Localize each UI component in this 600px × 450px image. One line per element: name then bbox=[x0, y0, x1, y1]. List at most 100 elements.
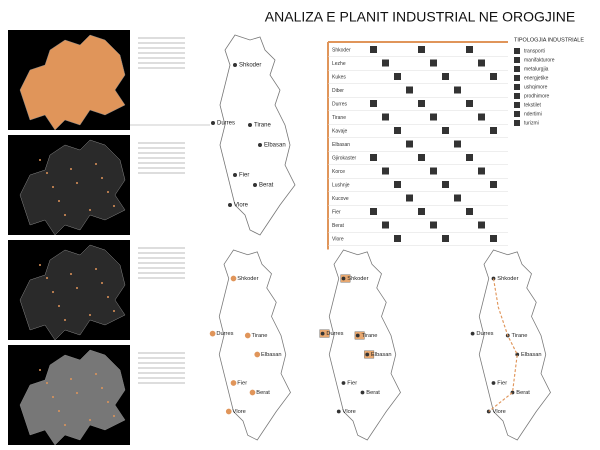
industry-icon bbox=[370, 46, 377, 53]
city-dot bbox=[320, 331, 325, 336]
site-dot bbox=[39, 369, 41, 371]
site-dot bbox=[89, 314, 91, 316]
legend-icon bbox=[514, 102, 520, 108]
site-dot bbox=[46, 172, 48, 174]
city-dot bbox=[491, 276, 496, 281]
row-label: Kucove bbox=[332, 196, 349, 202]
industry-icon bbox=[478, 113, 485, 121]
europe-shape bbox=[19, 34, 126, 131]
legend-label: transporti bbox=[524, 48, 545, 54]
site-dot bbox=[95, 163, 97, 165]
site-dot bbox=[58, 410, 60, 412]
site-dot bbox=[39, 159, 41, 161]
row-label: Elbasan bbox=[332, 142, 350, 148]
row-label: Tirane bbox=[332, 115, 346, 121]
city-label: Tirane bbox=[362, 333, 378, 339]
legend-label: turizmi bbox=[524, 120, 539, 126]
city-label: Durres bbox=[326, 331, 343, 337]
city-dot bbox=[341, 381, 346, 385]
site-dot bbox=[64, 424, 66, 426]
industry-icon bbox=[454, 194, 461, 202]
site-dot bbox=[76, 392, 78, 394]
industry-icon bbox=[394, 235, 401, 242]
industry-icon bbox=[442, 181, 449, 188]
europe-map bbox=[19, 349, 126, 446]
city-dot bbox=[258, 143, 262, 147]
industry-icon bbox=[442, 235, 449, 242]
site-dot bbox=[107, 401, 109, 403]
city-dot bbox=[230, 275, 237, 282]
city-label: Berat bbox=[366, 390, 380, 396]
industry-icon bbox=[490, 73, 497, 80]
site-dot bbox=[58, 200, 60, 202]
city-label: Elbasan bbox=[261, 352, 282, 358]
industry-icon bbox=[394, 181, 401, 188]
legend-icon bbox=[514, 120, 520, 126]
albania-map: Shkoder Durres Tirane Elbasan Fier Berat Vlore bbox=[209, 249, 291, 441]
city-dot bbox=[233, 63, 237, 67]
site-dot bbox=[70, 378, 72, 380]
site-dot bbox=[101, 282, 103, 284]
industry-icon bbox=[406, 140, 413, 148]
city-dot bbox=[244, 332, 251, 339]
site-dot bbox=[70, 273, 72, 275]
site-dot bbox=[107, 296, 109, 298]
city-label: Durres bbox=[217, 121, 235, 127]
city-label: Shkoder bbox=[239, 63, 261, 69]
site-dot bbox=[39, 264, 41, 266]
city-label: Shkoder bbox=[237, 276, 258, 282]
site-dot bbox=[46, 277, 48, 279]
city-dot bbox=[341, 276, 346, 281]
industry-icon bbox=[406, 194, 413, 202]
albania-map: Shkoder Durres Tirane Elbasan Fier Berat Vlore bbox=[211, 34, 296, 236]
city-label: Shkoder bbox=[497, 276, 518, 282]
site-dot bbox=[52, 291, 54, 293]
legend-label: energjetike bbox=[524, 75, 549, 81]
row-label: Kukes bbox=[332, 74, 346, 80]
city-dot bbox=[360, 390, 365, 395]
legend-label: ushqimore bbox=[524, 84, 548, 90]
row-label: Diber bbox=[332, 88, 344, 94]
city-label: Elbasan bbox=[371, 352, 392, 358]
legend-icon bbox=[514, 84, 520, 90]
city-label: Berat bbox=[516, 390, 530, 396]
europe-shape bbox=[19, 139, 126, 236]
city-label: Tirane bbox=[512, 333, 528, 339]
industry-icon bbox=[418, 208, 425, 215]
city-dot bbox=[515, 352, 520, 357]
city-label: Shkoder bbox=[347, 276, 368, 282]
city-dot bbox=[355, 333, 360, 338]
city-dot bbox=[211, 121, 215, 125]
row-label: Durres bbox=[332, 101, 348, 107]
row-label: Lezhe bbox=[332, 61, 346, 67]
legend-title: TIPOLOGJIA INDUSTRIALE bbox=[514, 37, 584, 43]
site-dot bbox=[52, 396, 54, 398]
site-dot bbox=[46, 382, 48, 384]
industry-icon bbox=[466, 154, 473, 161]
site-dot bbox=[89, 209, 91, 211]
site-dot bbox=[95, 268, 97, 270]
row-label: Fier bbox=[332, 209, 341, 215]
site-dot bbox=[64, 319, 66, 321]
city-label: Elbasan bbox=[521, 352, 542, 358]
site-dot bbox=[70, 168, 72, 170]
city-label: Durres bbox=[476, 331, 493, 337]
site-dot bbox=[101, 387, 103, 389]
city-dot bbox=[365, 352, 370, 357]
industry-icon bbox=[430, 59, 437, 67]
route bbox=[488, 278, 518, 412]
site-dot bbox=[64, 214, 66, 216]
legend-icon bbox=[514, 111, 520, 117]
city-dot bbox=[228, 203, 232, 207]
city-label: Fier bbox=[347, 381, 357, 387]
city-label: Tirane bbox=[252, 333, 268, 339]
city-label: Vlore bbox=[234, 203, 249, 209]
industry-icon bbox=[370, 100, 377, 107]
city-dot bbox=[209, 330, 216, 337]
industry-icon bbox=[382, 113, 389, 121]
city-dot bbox=[233, 173, 237, 177]
city-label: Tirane bbox=[254, 123, 271, 129]
industry-icon bbox=[466, 100, 473, 107]
city-dot bbox=[225, 408, 232, 415]
